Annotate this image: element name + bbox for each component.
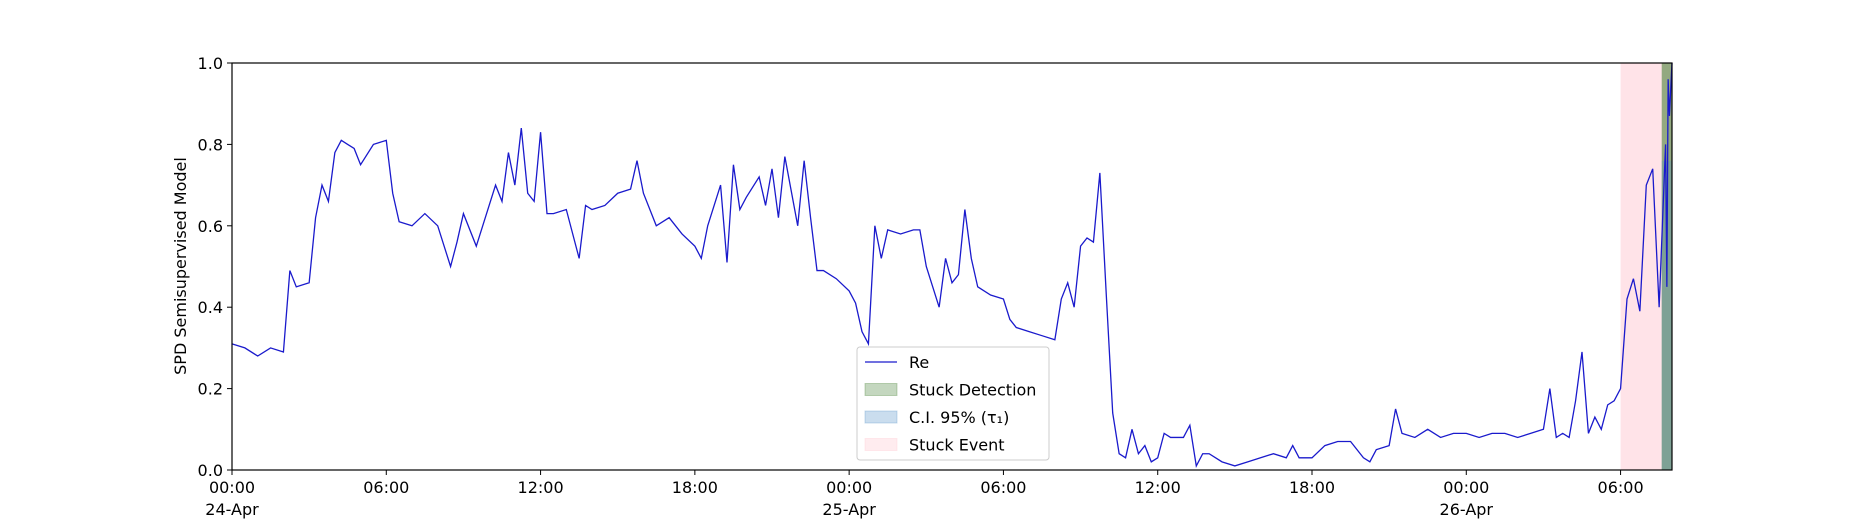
y-tick-label: 0.2 — [198, 380, 223, 399]
legend-swatch — [864, 410, 898, 424]
x-tick-label: 12:00 — [518, 478, 564, 497]
legend-label: C.I. 95% (τ₁) — [909, 408, 1009, 427]
data-line — [231, 62, 1673, 468]
y-tick-label: 0.4 — [198, 298, 223, 317]
x-tick-label: 00:00 25-Apr — [822, 478, 876, 519]
x-tick-label: 12:00 — [1135, 478, 1181, 497]
y-tick-label: 0.8 — [198, 135, 223, 154]
x-tick-label: 18:00 — [672, 478, 718, 497]
y-tick-label: 0.6 — [198, 217, 223, 236]
plot-frame — [231, 62, 1673, 471]
x-tick-label: 06:00 — [980, 478, 1026, 497]
y-tick-label: 1.0 — [198, 54, 223, 73]
legend-box — [856, 346, 1050, 461]
x-tick-label: 18:00 — [1289, 478, 1335, 497]
legend-swatch — [864, 383, 898, 396]
legend-label: Stuck Detection — [909, 381, 1036, 400]
legend-label: Re — [909, 353, 929, 372]
shaded-region — [1661, 160, 1672, 470]
y-axis-label: SPD Semisupervised Model — [171, 157, 190, 375]
x-tick-label: 00:00 26-Apr — [1440, 478, 1494, 519]
x-tick-label: 06:00 — [363, 478, 409, 497]
legend-swatch — [864, 438, 898, 451]
legend-label: Stuck Event — [909, 436, 1005, 455]
y-tick-label: 0.0 — [198, 461, 223, 480]
x-tick-label: 06:00 — [1598, 478, 1644, 497]
